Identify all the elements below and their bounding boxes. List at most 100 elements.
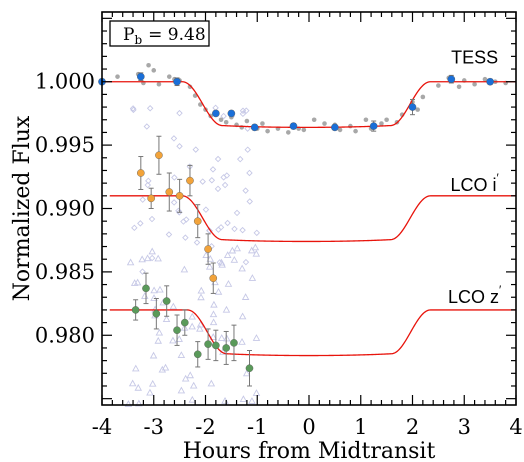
raw-diamond-point	[143, 123, 151, 130]
tess-raw-point	[301, 127, 307, 133]
raw-triangle-point	[248, 274, 257, 281]
raw-triangle-point	[169, 302, 178, 310]
raw-diamond-point	[244, 146, 251, 153]
marker	[230, 339, 238, 347]
model-curve-tess	[102, 81, 516, 129]
tess-raw-point	[223, 119, 229, 125]
raw-diamond-point	[253, 229, 261, 237]
period-subscript: b	[134, 33, 142, 47]
raw-triangle-point	[248, 397, 256, 404]
raw-diamond-point	[231, 225, 238, 233]
raw-triangle-point	[223, 334, 231, 342]
raw-triangle-point	[252, 334, 261, 341]
raw-triangle-point	[188, 395, 197, 403]
tess-raw-point	[415, 107, 420, 112]
raw-triangle-point	[238, 337, 246, 345]
tess-raw-point	[198, 102, 203, 107]
marker	[193, 350, 202, 359]
series-label-lco-z: LCO z′	[448, 283, 502, 307]
lco-i-binned-point	[147, 187, 155, 209]
marker	[137, 169, 145, 177]
marker	[186, 176, 194, 185]
tess-binned-point	[173, 77, 181, 87]
raw-diamond-point	[208, 177, 216, 184]
raw-triangle-point	[181, 374, 190, 382]
x-tick-label: 3	[458, 415, 471, 439]
raw-diamond-point	[148, 215, 156, 223]
tess-raw-point	[353, 128, 358, 134]
lco-z-binned-point	[180, 309, 189, 336]
tess-raw-point	[286, 130, 291, 135]
raw-triangle-point	[207, 379, 216, 387]
raw-diamond-point	[144, 181, 151, 189]
raw-diamond-point	[176, 109, 183, 117]
tess-raw-point	[115, 74, 120, 79]
raw-triangle-point	[209, 333, 217, 340]
y-tick-label: 0.985	[35, 260, 95, 284]
raw-diamond-point	[221, 181, 229, 189]
raw-diamond-point	[148, 254, 156, 262]
series-label-lco-i-name: LCO i	[450, 175, 496, 195]
marker	[152, 309, 161, 318]
tess-raw-point	[322, 121, 327, 126]
tess-raw-point	[146, 62, 151, 68]
raw-triangle-point	[214, 287, 223, 295]
marker	[209, 274, 218, 283]
marker	[131, 306, 140, 314]
period-symbol: P	[123, 25, 134, 45]
lco-z-binned-point	[230, 324, 238, 362]
raw-diamond-point	[242, 258, 250, 266]
raw-triangle-point	[126, 258, 135, 266]
tess-binned-point	[447, 74, 456, 84]
series-label-tess: TESS	[451, 48, 498, 68]
raw-diamond-point	[239, 226, 246, 234]
tess-binned-point	[212, 109, 220, 118]
raw-points-layer	[115, 62, 508, 407]
tess-raw-point	[482, 76, 488, 82]
raw-diamond-point	[171, 174, 178, 181]
lco-i-binned-point	[186, 164, 194, 197]
raw-triangle-point	[148, 247, 156, 255]
raw-triangle-point	[222, 305, 231, 313]
tess-raw-point	[156, 81, 162, 87]
lco-i-binned-point	[165, 172, 174, 212]
raw-triangle-point	[223, 251, 232, 258]
x-tick-label: 0	[302, 415, 315, 439]
raw-diamond-point	[137, 220, 144, 227]
raw-diamond-point	[223, 172, 231, 179]
raw-triangle-point	[217, 258, 226, 266]
tess-raw-point	[218, 117, 224, 123]
raw-triangle-point	[138, 255, 146, 263]
series-label-lco-z-name: LCO z	[448, 287, 499, 307]
raw-triangle-point	[128, 379, 137, 387]
raw-triangle-point	[188, 322, 196, 330]
tess-binned-point	[369, 120, 378, 132]
raw-diamond-point	[220, 112, 227, 120]
axis-tick-labels: -4 -3 -2 -1 0 1 2 3 4 0.980 0.985 0.990 0.995 1.000	[35, 70, 523, 439]
raw-triangle-point	[189, 381, 198, 389]
raw-diamond-point	[214, 185, 222, 193]
raw-triangle-point	[156, 285, 164, 293]
lco-i-binned-point	[137, 156, 145, 190]
raw-diamond-point	[176, 209, 183, 216]
y-tick-label: 0.990	[35, 197, 95, 221]
raw-triangle-point	[135, 399, 143, 407]
raw-diamond-point	[202, 206, 210, 213]
raw-triangle-point	[154, 336, 163, 344]
raw-diamond-point	[209, 166, 217, 173]
raw-diamond-point	[176, 143, 183, 150]
lco-z-binned-point	[131, 299, 140, 321]
raw-diamond-point	[199, 178, 206, 185]
marker	[408, 103, 417, 111]
raw-diamond-point	[239, 107, 247, 115]
marker	[204, 340, 212, 348]
raw-diamond-point	[246, 198, 253, 205]
tess-raw-point	[244, 118, 250, 124]
raw-triangle-point	[134, 383, 143, 391]
tess-raw-point	[348, 123, 353, 129]
lco-z-binned-point	[173, 314, 181, 346]
raw-triangle-point	[197, 286, 206, 294]
model-curve-lco-z	[109, 309, 516, 357]
raw-diamond-point	[192, 146, 200, 153]
